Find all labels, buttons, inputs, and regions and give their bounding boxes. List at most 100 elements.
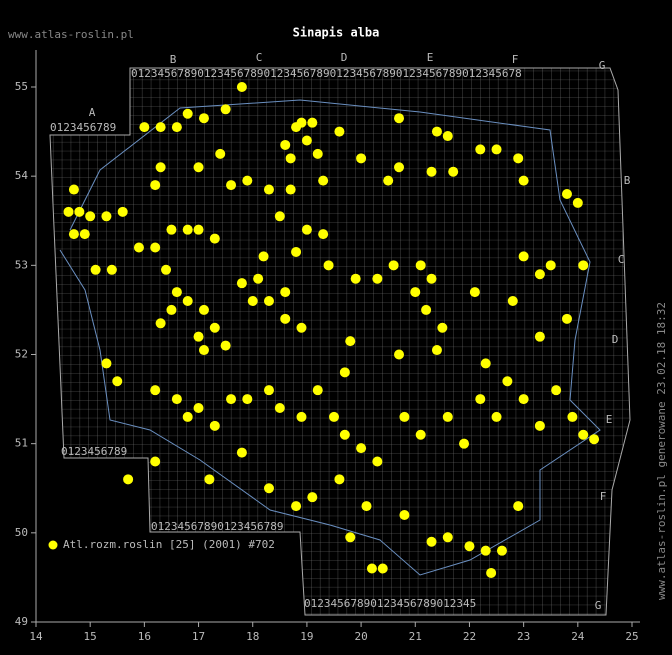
occurrence-dot <box>198 113 209 124</box>
occurrence-dot <box>394 162 405 173</box>
occurrence-dot <box>166 224 177 235</box>
occurrence-dot <box>253 273 264 284</box>
occurrence-dot <box>291 246 302 257</box>
occurrence-dot <box>198 345 209 356</box>
occurrence-dot <box>496 545 507 556</box>
grid-column-label: E <box>427 51 434 64</box>
occurrence-dot <box>534 269 545 280</box>
country-border <box>59 99 601 576</box>
occurrence-dot <box>285 153 296 164</box>
occurrence-dot <box>171 287 182 298</box>
occurrence-dot <box>280 287 291 298</box>
occurrence-dot <box>312 148 323 159</box>
occurrence-dot <box>209 233 220 244</box>
occurrence-dot <box>480 358 491 369</box>
occurrence-dot <box>345 336 356 347</box>
legend-marker <box>48 540 58 550</box>
occurrence-dot <box>133 242 144 253</box>
occurrence-dot <box>578 429 589 440</box>
grid-row-label: G <box>595 599 602 612</box>
occurrence-dot <box>545 260 556 271</box>
footer: www.atlas-roslin.pl generowane 23.02.18 … <box>655 302 668 600</box>
occurrence-dot <box>155 122 166 133</box>
x-tick-label: 24 <box>571 630 585 643</box>
occurrence-dot <box>263 385 274 396</box>
grid-column-label: D <box>341 51 348 64</box>
occurrence-dot <box>90 264 101 275</box>
occurrence-dot <box>383 175 394 186</box>
occurrence-dot <box>312 385 323 396</box>
occurrence-dot <box>350 273 361 284</box>
occurrence-dot <box>198 304 209 315</box>
occurrence-dot <box>182 411 193 422</box>
occurrence-dot <box>193 162 204 173</box>
occurrence-dot <box>68 184 79 195</box>
grid-row-label: D <box>612 333 619 346</box>
occurrence-dot <box>171 394 182 405</box>
chart-title: Sinapis alba <box>293 26 380 40</box>
occurrence-dot <box>415 429 426 440</box>
occurrence-dot <box>437 322 448 333</box>
occurrence-dot <box>442 411 453 422</box>
occurrence-dot <box>247 296 258 306</box>
occurrence-dot <box>85 211 96 222</box>
occurrence-dot <box>236 447 247 458</box>
grid-digits: 0123456789012345678901234567890123456789… <box>131 67 522 80</box>
occurrence-dot <box>534 331 545 342</box>
grid-column-label: G <box>599 59 606 72</box>
grid-row-label: E <box>606 413 613 426</box>
occurrence-dot <box>150 456 161 467</box>
occurrence-dot <box>356 443 367 454</box>
occurrence-dot <box>242 394 253 405</box>
y-tick-label: 54 <box>15 169 29 182</box>
occurrence-dot <box>502 376 513 387</box>
occurrence-dot <box>361 501 372 512</box>
occurrence-dot <box>209 420 220 431</box>
occurrence-dot <box>263 483 274 494</box>
occurrence-dot <box>193 403 204 413</box>
occurrence-dot <box>323 260 334 271</box>
occurrence-dot <box>377 563 388 574</box>
occurrence-dot <box>513 153 524 164</box>
occurrence-dot <box>431 345 442 356</box>
occurrence-dot <box>106 264 117 275</box>
x-tick-label: 17 <box>192 630 205 643</box>
occurrence-dot <box>101 211 112 222</box>
legend-label: Atl.rozm.roslin [25] (2001) #702 <box>63 538 275 551</box>
occurrence-dot <box>215 148 226 159</box>
grid-digits: 0123456789 <box>50 121 116 134</box>
occurrence-dot <box>220 104 231 115</box>
occurrence-dot <box>285 184 296 195</box>
occurrence-dot <box>372 273 383 284</box>
occurrence-dot <box>166 304 177 315</box>
y-tick-label: 51 <box>15 437 28 450</box>
occurrence-dot <box>491 144 502 155</box>
y-tick-label: 49 <box>15 615 28 628</box>
occurrence-dot <box>426 536 437 547</box>
occurrence-dot <box>274 211 285 222</box>
grid-row-label: C <box>618 253 625 266</box>
occurrence-dot <box>534 420 545 431</box>
occurrence-dot <box>448 166 459 177</box>
x-tick-label: 20 <box>354 630 367 643</box>
occurrence-dot <box>578 260 589 271</box>
occurrence-dot <box>161 264 172 275</box>
x-tick-label: 19 <box>300 630 313 643</box>
occurrence-dot <box>589 434 600 445</box>
occurrence-dot <box>442 131 453 142</box>
occurrence-dot <box>426 273 437 284</box>
occurrence-dot <box>226 394 237 405</box>
y-tick-label: 50 <box>15 526 28 539</box>
occurrence-dot <box>150 242 161 253</box>
occurrence-dot <box>356 153 367 164</box>
x-tick-label: 22 <box>463 630 476 643</box>
occurrence-dot <box>513 501 524 512</box>
occurrence-dot <box>155 318 166 329</box>
grid-digits: 01234567890123456789012345 <box>304 597 476 610</box>
y-tick-label: 52 <box>15 348 28 361</box>
grid-column-label: B <box>170 53 177 66</box>
occurrence-dot <box>388 260 399 271</box>
occurrence-dot <box>209 322 220 333</box>
occurrence-dot <box>459 438 470 449</box>
